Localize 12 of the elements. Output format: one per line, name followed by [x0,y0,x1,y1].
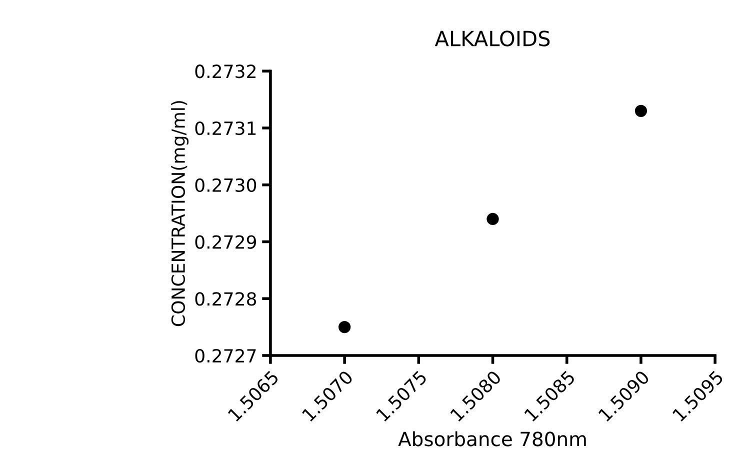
y-tick-label: 0.2729 [195,235,256,249]
y-tick-label: 0.2728 [195,292,256,306]
chart-title: ALKALOIDS [434,30,550,46]
y-tick-label: 0.2727 [195,348,256,363]
point [338,320,351,334]
point [634,104,648,117]
x-axis-title: Absorbance 780nm [398,431,586,446]
y-tick-label: 0.2731 [195,121,256,136]
y-axis-title: CONCENTRATION(mg/ml) [171,101,189,326]
point [486,212,499,226]
y-tick-label: 0.2730 [195,178,256,192]
y-tick-label: 0.2732 [195,64,256,78]
